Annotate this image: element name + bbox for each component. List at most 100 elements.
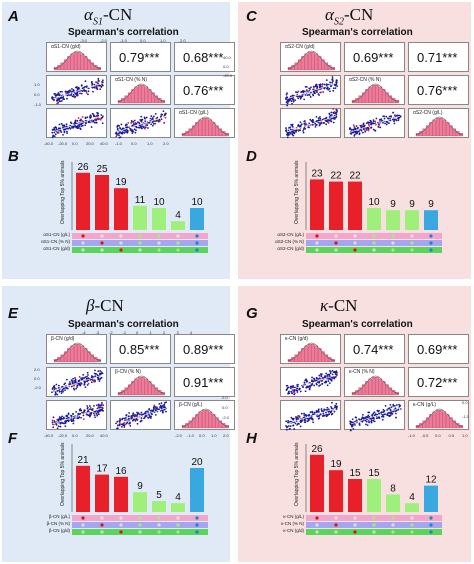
scatter-point — [53, 135, 56, 138]
scatter-point — [360, 128, 362, 131]
scatter-point — [84, 80, 87, 83]
set-row-label: αS1-CN (% N) — [41, 239, 70, 244]
scatter-point — [66, 127, 69, 130]
scatter-point — [391, 413, 394, 415]
scatter-point — [367, 414, 370, 417]
matrix-cell-r0-c2: 0.89*** — [174, 334, 235, 364]
scatter-point — [100, 371, 103, 374]
scatter-point — [64, 90, 67, 93]
tick-label: 1 — [149, 330, 152, 335]
scatter-point — [100, 376, 103, 379]
scatter-point — [54, 94, 57, 97]
scatter-point — [321, 83, 324, 85]
scatter-plot — [51, 77, 104, 105]
scatter-point — [98, 84, 101, 87]
scatter-point — [323, 83, 326, 86]
scatter-point — [318, 124, 321, 127]
histogram-bin — [215, 417, 219, 429]
histogram-bin — [294, 62, 298, 71]
scatter-point — [124, 419, 127, 422]
scatter-point — [397, 116, 400, 119]
histogram-bin — [208, 119, 212, 137]
scatter-point — [81, 116, 84, 118]
set-marker — [315, 530, 319, 534]
scatter-point — [121, 425, 123, 428]
scatter-point — [116, 424, 119, 427]
scatter-point — [332, 121, 335, 124]
set-marker — [315, 248, 319, 252]
scatter-point — [374, 120, 377, 123]
histogram-bin — [425, 125, 430, 137]
scatter-point — [336, 109, 338, 112]
histogram-bin — [388, 387, 393, 396]
scatter-point — [367, 123, 370, 126]
scatter-point — [152, 409, 155, 412]
histogram-bin — [70, 345, 74, 363]
scatter-point — [366, 424, 369, 426]
scatter-point — [306, 385, 309, 388]
bar — [386, 210, 400, 230]
scatter-point — [313, 378, 316, 381]
scatter-plot — [51, 402, 104, 430]
scatter-point — [297, 95, 299, 98]
scatter-point — [59, 129, 62, 132]
scatter-point — [76, 119, 79, 122]
scatter-point — [313, 86, 315, 89]
scatter-point — [90, 412, 92, 414]
scatter-point — [330, 370, 332, 373]
scatter-point — [99, 88, 102, 91]
bar — [405, 210, 419, 230]
density-curve — [181, 116, 230, 136]
scatter-point — [331, 373, 334, 376]
scatter-point — [320, 91, 322, 94]
scatter-point — [91, 112, 94, 115]
correlation-value: 0.85*** — [119, 342, 160, 357]
set-row-label: κ-CN (g/d) — [283, 528, 304, 533]
scatter-point — [399, 115, 402, 118]
scatter-point — [72, 90, 74, 93]
tick-label: 1.0 — [34, 82, 40, 87]
histogram-bin — [208, 411, 212, 429]
variable-label: κ-CN (g/L) — [413, 402, 437, 408]
scatter-point — [289, 387, 292, 390]
bar — [310, 179, 324, 230]
scatter-point — [51, 419, 54, 422]
scatter-point — [63, 98, 66, 100]
scatter-point — [289, 427, 291, 430]
scatter-point — [51, 391, 53, 394]
scatter-point — [322, 412, 325, 415]
histogram-bin — [127, 92, 132, 104]
scatter-point — [330, 120, 333, 123]
histogram-bin — [201, 118, 206, 137]
scatter-point — [74, 377, 76, 379]
scatter-point — [311, 376, 313, 379]
scatter-point — [54, 126, 57, 128]
scatter-point — [299, 121, 302, 123]
scatter-point — [74, 96, 76, 99]
scatter-point — [311, 417, 314, 420]
histogram-bin — [382, 381, 386, 396]
matrix-cell-r2-c2: κ-CN (g/L) — [408, 400, 469, 430]
scatter-point — [315, 83, 318, 86]
set-marker — [138, 530, 142, 534]
density-curve — [53, 50, 102, 70]
set-marker — [353, 523, 357, 527]
scatter-point — [148, 414, 151, 417]
set-marker — [372, 530, 376, 534]
scatter-point — [69, 94, 71, 97]
density-curve — [287, 342, 336, 362]
scatter-point — [389, 412, 392, 415]
histogram-bin — [371, 85, 376, 104]
scatter-point — [354, 131, 357, 134]
bar-value-label: 9 — [409, 199, 415, 210]
scatter-point — [86, 371, 89, 374]
scatter-point — [91, 83, 94, 86]
scatter-point — [55, 383, 58, 386]
scatter-point — [96, 118, 99, 121]
scatter-point — [315, 124, 317, 127]
scatter-point — [393, 404, 396, 407]
scatter-point — [85, 90, 88, 92]
scatter-point — [148, 415, 151, 418]
correlation-value: 0.72*** — [417, 375, 458, 390]
scatter-point — [87, 121, 90, 124]
